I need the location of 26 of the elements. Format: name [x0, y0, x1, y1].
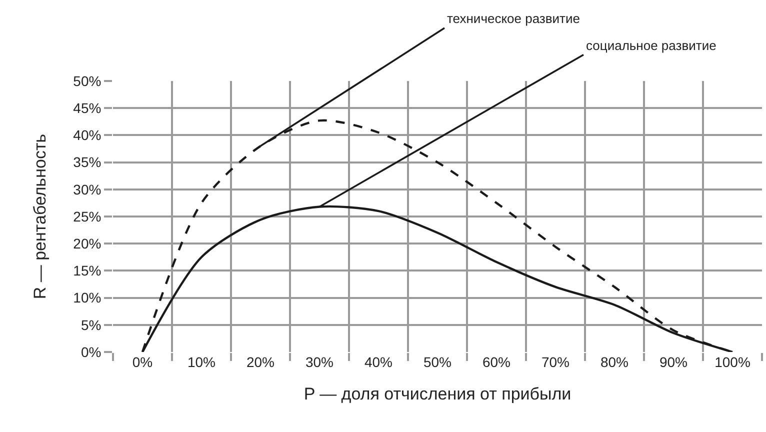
- x-tick-label: 90%: [659, 354, 688, 370]
- y-tick-label: 0%: [80, 344, 102, 360]
- x-tick-label: 100%: [714, 354, 750, 370]
- x-tick-label: 20%: [246, 354, 275, 370]
- x-tick-label: 70%: [541, 354, 570, 370]
- x-tick-label: 10%: [187, 354, 216, 370]
- y-tick-label: 15%: [73, 262, 102, 279]
- y-tick-label: 35%: [73, 154, 102, 170]
- x-tick-label: 50%: [423, 354, 452, 370]
- y-tick-label: 50%: [73, 72, 102, 89]
- x-tick-label: 30%: [305, 354, 334, 370]
- y-tick-label: 25%: [73, 208, 102, 224]
- x-tick-label: 60%: [482, 354, 511, 370]
- y-tick-label: 30%: [73, 181, 102, 198]
- y-tick-label: 45%: [73, 100, 102, 116]
- x-tick-label: 80%: [600, 354, 629, 370]
- x-tick-label: 0%: [132, 354, 153, 370]
- x-axis-title: P — доля отчисления от прибыли: [304, 384, 572, 404]
- y-tick-label: 40%: [73, 127, 102, 144]
- y-tick-label: 10%: [73, 290, 102, 306]
- annotation: техническое развитие: [447, 11, 580, 26]
- annotation: социальное развитие: [586, 38, 716, 53]
- x-tick-label: 40%: [364, 354, 393, 370]
- y-tick-label: 20%: [73, 236, 102, 252]
- y-tick-label: 5%: [80, 316, 102, 333]
- y-axis-title: R — рентабельность: [30, 134, 50, 300]
